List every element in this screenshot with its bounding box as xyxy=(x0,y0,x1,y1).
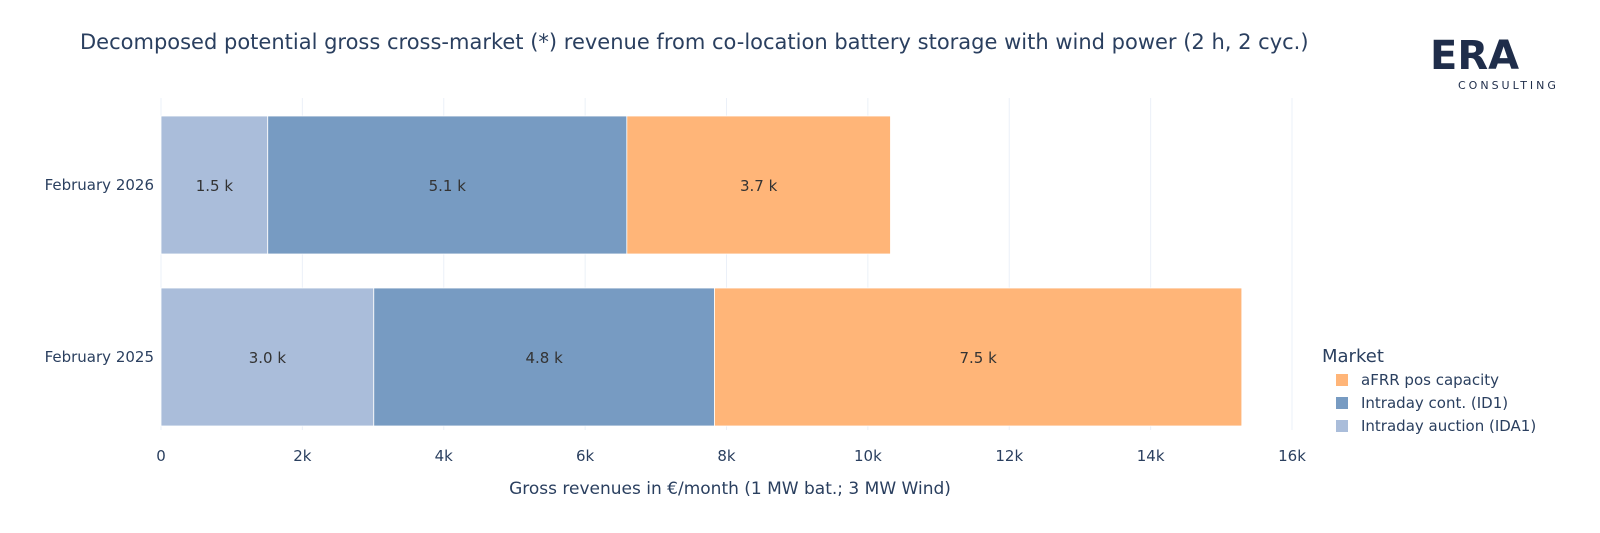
bar-data-label: 4.8 k xyxy=(525,349,563,367)
y-axis: February 2026 February 2025 xyxy=(45,176,154,366)
bar-data-label: 5.1 k xyxy=(429,177,467,195)
x-tick-label: 6k xyxy=(576,447,595,465)
legend-item-label[interactable]: Intraday cont. (ID1) xyxy=(1361,394,1508,412)
legend-title: Market xyxy=(1322,346,1384,367)
legend-item-label[interactable]: Intraday auction (IDA1) xyxy=(1361,417,1536,435)
era-logo: ERA CONSULTING xyxy=(1430,33,1559,92)
legend-item-label[interactable]: aFRR pos capacity xyxy=(1361,371,1499,389)
legend: Market aFRR pos capacity Intraday cont. (… xyxy=(1322,346,1536,435)
bar-segment[interactable] xyxy=(714,287,1243,427)
logo-subtitle: CONSULTING xyxy=(1458,79,1559,92)
x-tick-label: 0 xyxy=(156,447,166,465)
chart-title: Decomposed potential gross cross-market … xyxy=(80,30,1309,54)
x-tick-label: 4k xyxy=(435,447,454,465)
x-tick-label: 10k xyxy=(854,447,882,465)
y-tick-label: February 2025 xyxy=(45,348,154,366)
bar-segment[interactable] xyxy=(160,287,375,427)
logo-letters: ERA xyxy=(1430,33,1519,79)
legend-swatch[interactable] xyxy=(1336,420,1348,432)
bar-data-label: 7.5 k xyxy=(959,349,997,367)
bar-segment[interactable] xyxy=(626,115,891,255)
x-tick-label: 12k xyxy=(995,447,1023,465)
y-tick-label: February 2026 xyxy=(45,176,154,194)
x-axis-title: Gross revenues in €/month (1 MW bat.; 3 … xyxy=(509,479,951,499)
x-tick-label: 2k xyxy=(293,447,312,465)
x-tick-label: 14k xyxy=(1137,447,1165,465)
bar-segment[interactable] xyxy=(267,115,628,255)
bar-data-label: 3.0 k xyxy=(249,349,287,367)
bar-data-label: 3.7 k xyxy=(740,177,778,195)
legend-swatch[interactable] xyxy=(1336,397,1348,409)
x-axis: 0 2k 4k 6k 8k 10k 12k 14k 16k xyxy=(156,447,1306,465)
bar-segment[interactable] xyxy=(373,287,715,427)
bars-layer xyxy=(160,115,1243,427)
bar-labels-layer: 1.5 k 5.1 k 3.7 k 3.0 k 4.8 k 7.5 k xyxy=(196,177,997,367)
x-tick-label: 16k xyxy=(1278,447,1306,465)
x-tick-label: 8k xyxy=(717,447,736,465)
legend-swatch[interactable] xyxy=(1336,374,1348,386)
bar-data-label: 1.5 k xyxy=(196,177,234,195)
